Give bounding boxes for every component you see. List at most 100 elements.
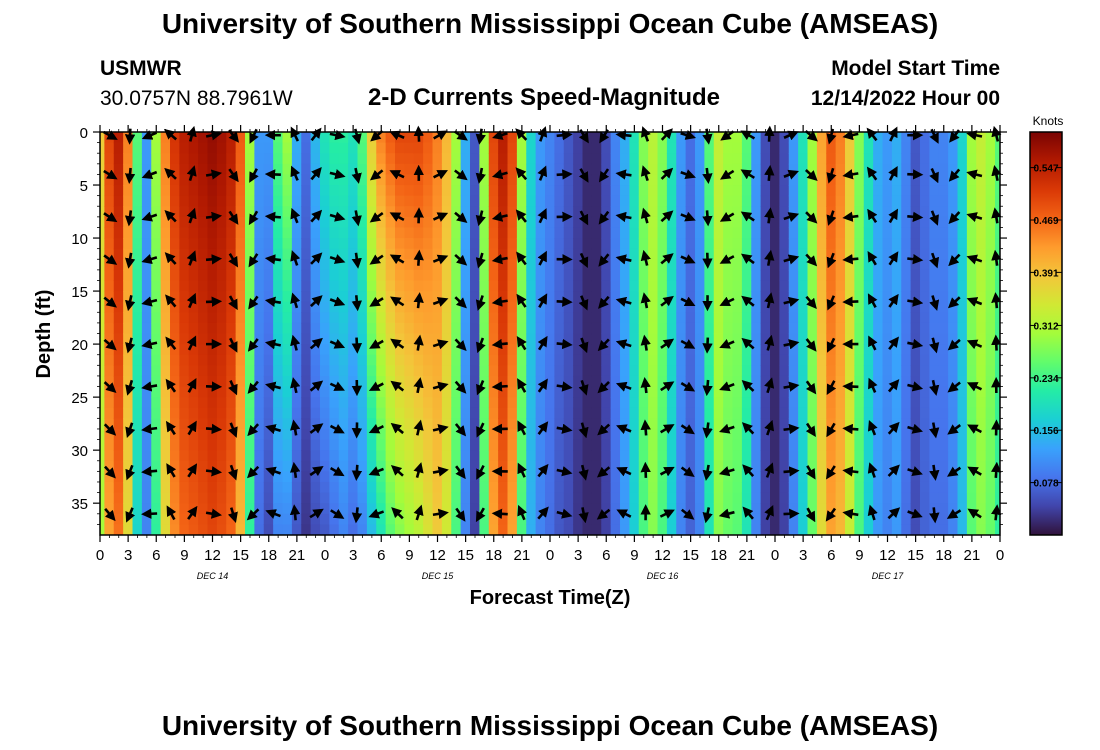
heatmap-cell	[591, 132, 602, 144]
heatmap-cell	[666, 397, 677, 409]
heatmap-cell	[291, 450, 302, 462]
heatmap-cell	[873, 248, 884, 260]
heatmap-cell	[666, 174, 677, 186]
current-vector	[842, 508, 859, 520]
heatmap-cell	[732, 153, 743, 165]
heatmap-cell	[132, 450, 143, 462]
heatmap-cell	[526, 280, 537, 292]
heatmap-cell	[901, 524, 912, 535]
heatmap-cell	[901, 439, 912, 451]
heatmap-cell	[516, 238, 527, 250]
heatmap-cell	[779, 248, 790, 260]
heatmap-cell	[263, 312, 274, 324]
heatmap-cell	[357, 418, 368, 430]
heatmap-cell	[929, 397, 940, 409]
current-vector	[764, 249, 775, 266]
heatmap-cell	[113, 142, 124, 154]
heatmap-cell	[638, 492, 649, 504]
heatmap-cell	[966, 216, 977, 229]
heatmap-cell	[554, 238, 565, 250]
heatmap-cell	[376, 269, 387, 282]
heatmap-cell	[638, 195, 649, 207]
heatmap-cell	[479, 439, 490, 451]
heatmap-cell	[929, 163, 940, 176]
heatmap-cell	[470, 238, 480, 250]
heatmap-cell	[479, 407, 490, 419]
heatmap-cell	[216, 471, 227, 483]
heatmap-cell	[957, 386, 968, 398]
heatmap-cell	[938, 375, 949, 388]
heatmap-cell	[329, 492, 340, 504]
heatmap-cell	[863, 312, 874, 324]
current-vector	[720, 169, 735, 180]
current-vector	[491, 211, 508, 222]
current-vector	[329, 423, 345, 434]
heatmap-cell	[882, 132, 893, 144]
heatmap-cell	[938, 195, 949, 207]
heatmap-cell	[582, 163, 593, 176]
heatmap-cell	[470, 439, 480, 451]
heatmap-cell	[498, 322, 509, 335]
x-tick-label: 21	[739, 547, 756, 564]
current-vector	[556, 130, 573, 141]
heatmap-cell	[441, 248, 452, 260]
heatmap-cell	[882, 439, 893, 451]
heatmap-cell	[741, 259, 752, 271]
heatmap-cell	[479, 195, 490, 207]
heatmap-cell	[863, 407, 874, 419]
heatmap-cell	[404, 206, 415, 218]
heatmap-cell	[573, 333, 584, 345]
heatmap-cell	[254, 322, 265, 335]
heatmap-cell	[582, 227, 593, 239]
current-vector	[413, 249, 424, 266]
heatmap-cell	[516, 365, 527, 377]
heatmap-cell	[160, 439, 171, 451]
heatmap-cell	[198, 513, 209, 525]
heatmap-cell	[151, 439, 162, 451]
heatmap-cell	[348, 492, 359, 504]
heatmap-cell	[235, 397, 246, 409]
heatmap-cell	[545, 185, 555, 197]
current-vector	[764, 334, 775, 351]
heatmap-cell	[441, 439, 452, 451]
heatmap-cell	[235, 344, 246, 356]
heatmap-cell	[245, 185, 255, 197]
heatmap-cell	[620, 227, 630, 239]
current-vector	[842, 129, 859, 141]
heatmap-cell	[423, 269, 434, 282]
heatmap-cell	[554, 312, 565, 324]
heatmap-cell	[535, 471, 546, 483]
current-vector	[556, 338, 573, 350]
heatmap-cell	[338, 333, 349, 345]
heatmap-cell	[376, 248, 387, 260]
heatmap-cell	[695, 142, 705, 154]
current-vector	[741, 295, 755, 307]
heatmap-cell	[638, 407, 649, 419]
heatmap-cell	[151, 471, 162, 483]
heatmap-cell	[301, 227, 312, 239]
heatmap-cell	[666, 301, 677, 313]
heatmap-cell	[423, 407, 434, 419]
heatmap-cell	[170, 428, 180, 441]
heatmap-cell	[751, 428, 762, 441]
heatmap-cell	[198, 439, 209, 451]
current-vector	[309, 295, 323, 308]
heatmap-cell	[554, 322, 565, 335]
heatmap-cell	[376, 163, 387, 176]
heatmap-cell	[798, 312, 809, 324]
heatmap-cell	[788, 428, 799, 441]
heatmap-cell	[423, 397, 434, 409]
heatmap-cell	[282, 418, 293, 430]
heatmap-cell	[245, 365, 255, 377]
heatmap-cell	[141, 344, 152, 356]
heatmap-cell	[985, 269, 996, 282]
heatmap-cell	[704, 439, 715, 451]
heatmap-cell	[676, 163, 687, 176]
heatmap-cell	[498, 365, 509, 377]
heatmap-cell	[648, 163, 659, 176]
heatmap-cell	[132, 492, 143, 504]
heatmap-cell	[582, 206, 593, 218]
heatmap-cell	[723, 450, 734, 462]
current-vector	[826, 465, 837, 480]
heatmap-cell	[554, 460, 565, 472]
